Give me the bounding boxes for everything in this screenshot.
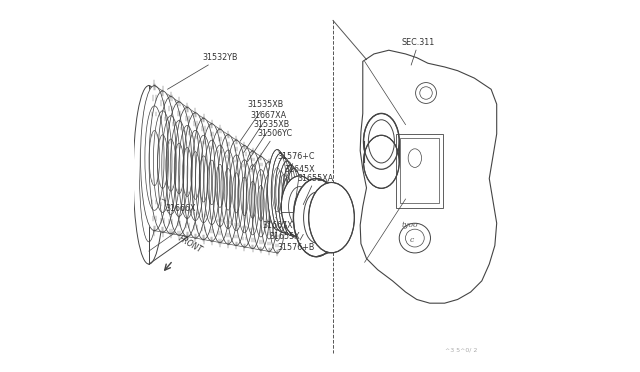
Ellipse shape [200, 124, 224, 241]
Ellipse shape [182, 113, 209, 238]
Ellipse shape [216, 135, 239, 244]
Text: 31506YC: 31506YC [251, 129, 292, 169]
Text: 31667XA: 31667XA [244, 111, 286, 153]
Ellipse shape [225, 140, 248, 246]
Text: ^3 5^0/ 2: ^3 5^0/ 2 [445, 347, 477, 353]
Ellipse shape [293, 179, 339, 257]
Ellipse shape [364, 135, 399, 188]
Ellipse shape [140, 86, 170, 231]
Text: 31535XB: 31535XB [240, 100, 284, 141]
Ellipse shape [260, 162, 278, 251]
Bar [396, 134, 443, 208]
Ellipse shape [268, 167, 286, 253]
Text: FRONT: FRONT [177, 234, 204, 255]
Ellipse shape [165, 102, 193, 235]
Ellipse shape [271, 153, 290, 231]
Text: 31532YB: 31532YB [168, 53, 238, 89]
Ellipse shape [285, 169, 302, 237]
Ellipse shape [308, 182, 355, 253]
Text: 31667X: 31667X [262, 218, 293, 230]
Text: tyoo: tyoo [401, 221, 418, 229]
Ellipse shape [173, 108, 201, 237]
Text: 31655X: 31655X [270, 225, 301, 241]
Ellipse shape [156, 96, 185, 234]
Ellipse shape [191, 118, 216, 240]
Text: SEC.311: SEC.311 [402, 38, 435, 65]
Text: 31666X: 31666X [162, 199, 196, 213]
Ellipse shape [148, 91, 177, 232]
Ellipse shape [364, 113, 399, 169]
Ellipse shape [282, 165, 299, 235]
Ellipse shape [281, 176, 318, 237]
Text: 31645X: 31645X [285, 165, 316, 199]
Ellipse shape [268, 150, 287, 230]
Ellipse shape [208, 129, 232, 243]
Ellipse shape [278, 161, 296, 234]
Ellipse shape [251, 157, 271, 250]
Text: 31535XB: 31535XB [248, 120, 290, 162]
Text: 31576+C: 31576+C [277, 152, 315, 186]
Ellipse shape [234, 145, 255, 247]
Text: c: c [410, 236, 413, 244]
Bar [400, 138, 439, 203]
Ellipse shape [243, 151, 263, 248]
Text: 31655XA: 31655XA [297, 174, 333, 205]
Text: 31576+B: 31576+B [277, 234, 315, 252]
Ellipse shape [275, 157, 293, 233]
